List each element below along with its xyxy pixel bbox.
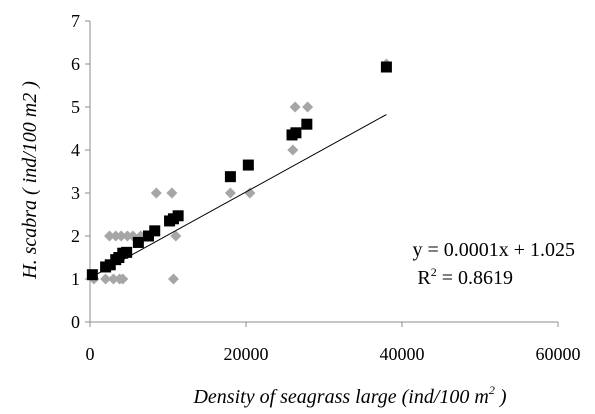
y-tick-label: 0: [71, 312, 80, 332]
r-squared-letter: R: [417, 267, 431, 289]
square-point: [301, 118, 313, 130]
x-tick-label: 0: [86, 344, 95, 364]
y-tick-label: 4: [71, 140, 80, 160]
data-marks: [86, 58, 392, 285]
square-point: [86, 269, 98, 281]
x-tick-label: 60000: [536, 344, 581, 364]
diamond-point: [100, 273, 112, 285]
x-axis-title-end: ): [495, 386, 507, 408]
x-tick-label: 20000: [224, 344, 269, 364]
square-point: [172, 210, 184, 222]
square-point: [143, 230, 154, 242]
r-squared-label: R2 = 0.8619: [417, 265, 513, 289]
y-tick-label: 2: [71, 226, 80, 246]
y-axis-title: H. scabra ( ind/100 m2 ): [19, 81, 41, 280]
x-axis-title-main: Density of seagrass large (ind/100 m: [192, 386, 488, 408]
diamond-point: [302, 101, 314, 113]
diamond-point: [287, 144, 299, 156]
diamond-point: [150, 187, 162, 199]
diamond-point: [289, 101, 301, 113]
diamond-point: [115, 230, 127, 242]
x-axis-title: Density of seagrass large (ind/100 m2 ): [192, 383, 506, 408]
y-tick-label: 3: [71, 183, 80, 203]
x-tick-label: 40000: [380, 344, 425, 364]
square-point: [149, 225, 161, 237]
diamond-point: [244, 187, 256, 199]
diamond-point: [224, 187, 236, 199]
diamond-point: [167, 273, 179, 285]
square-point: [121, 246, 133, 258]
diamond-point: [107, 273, 119, 285]
trendline: [89, 114, 387, 279]
diamond-point: [104, 230, 115, 242]
square-point: [224, 171, 236, 183]
diamond-point: [170, 230, 182, 242]
r-squared-superscript: 2: [431, 265, 437, 279]
y-tick-label: 1: [71, 269, 80, 289]
square-point: [290, 127, 302, 139]
diamond-point: [166, 187, 178, 199]
square-point: [132, 236, 144, 248]
y-tick-label: 6: [71, 54, 80, 74]
r-squared-value: = 0.8619: [437, 267, 513, 289]
square-point: [242, 159, 254, 171]
square-point: [380, 61, 392, 73]
x-axis-title-superscript: 2: [489, 383, 495, 397]
y-tick-label: 5: [71, 97, 80, 117]
plot-area: 0 1 2 3 4 5 6 7 0 20000 40000 60000: [71, 11, 581, 364]
trendline-equation: y = 0.0001x + 1.025: [412, 239, 575, 261]
y-tick-label: 7: [71, 11, 80, 31]
diamond-point: [117, 273, 129, 285]
